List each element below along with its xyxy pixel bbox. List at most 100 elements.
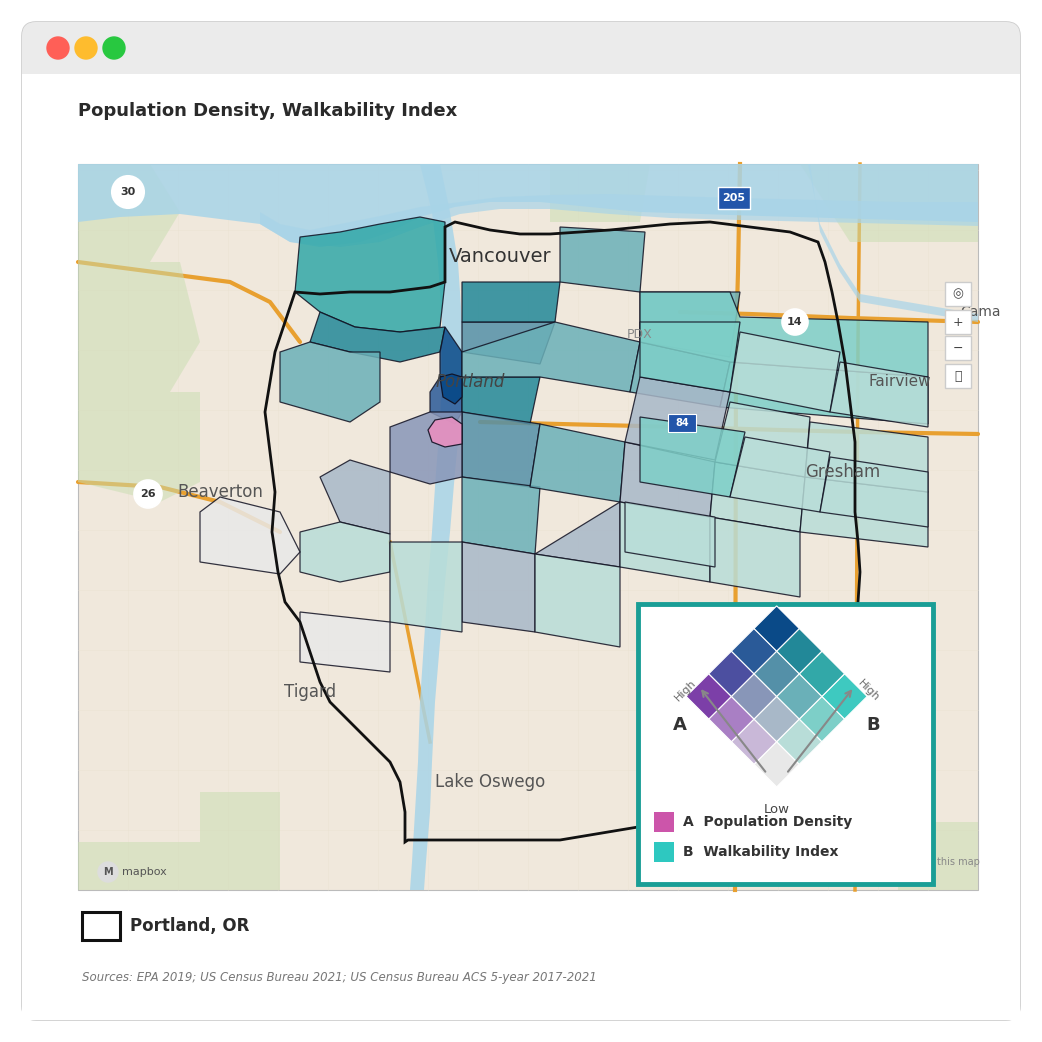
Text: B: B — [867, 716, 880, 735]
Polygon shape — [311, 312, 445, 362]
Polygon shape — [200, 792, 280, 890]
Polygon shape — [640, 417, 745, 497]
Polygon shape — [462, 542, 535, 632]
Polygon shape — [462, 412, 540, 487]
Polygon shape — [730, 332, 840, 412]
Polygon shape — [640, 292, 740, 357]
Text: Portland, OR: Portland, OR — [130, 917, 249, 935]
Bar — [654, 812, 674, 832]
Text: this map: this map — [937, 857, 979, 867]
Text: M: M — [103, 867, 113, 877]
Polygon shape — [820, 457, 928, 527]
Polygon shape — [550, 164, 650, 222]
Polygon shape — [620, 502, 710, 582]
Polygon shape — [200, 497, 300, 574]
Polygon shape — [390, 542, 462, 632]
Text: A  Population Density: A Population Density — [683, 815, 852, 829]
Polygon shape — [800, 164, 978, 322]
Polygon shape — [822, 674, 867, 719]
Polygon shape — [709, 696, 754, 742]
Text: 14: 14 — [787, 317, 802, 327]
Text: Gresham: Gresham — [804, 463, 880, 481]
Polygon shape — [78, 392, 200, 502]
Polygon shape — [462, 477, 540, 554]
Polygon shape — [280, 342, 380, 422]
Polygon shape — [620, 442, 715, 517]
Polygon shape — [730, 437, 830, 512]
Text: Cama: Cama — [960, 305, 1000, 319]
Polygon shape — [776, 628, 822, 674]
Polygon shape — [640, 322, 740, 392]
Polygon shape — [686, 674, 731, 719]
Polygon shape — [754, 651, 799, 696]
Circle shape — [75, 38, 97, 59]
Polygon shape — [78, 262, 200, 392]
Polygon shape — [709, 651, 754, 696]
Polygon shape — [625, 377, 730, 460]
Polygon shape — [776, 674, 822, 719]
Polygon shape — [530, 424, 625, 502]
Text: Vancouver: Vancouver — [449, 247, 551, 266]
Polygon shape — [754, 605, 799, 651]
Text: −: − — [952, 342, 963, 354]
Polygon shape — [710, 462, 805, 532]
Text: A: A — [673, 716, 687, 735]
FancyBboxPatch shape — [22, 22, 1020, 1020]
Polygon shape — [260, 194, 978, 247]
Text: Fairview: Fairview — [869, 374, 932, 390]
Polygon shape — [776, 719, 822, 764]
Polygon shape — [799, 651, 844, 696]
Polygon shape — [800, 164, 978, 242]
Polygon shape — [640, 292, 928, 377]
Bar — [945, 364, 971, 388]
FancyBboxPatch shape — [638, 604, 933, 884]
Polygon shape — [805, 422, 928, 492]
Polygon shape — [799, 696, 844, 742]
Polygon shape — [78, 164, 978, 247]
Bar — [668, 414, 696, 432]
Polygon shape — [440, 374, 462, 404]
Bar — [22, 54, 1020, 74]
Text: Low: Low — [764, 802, 790, 816]
Polygon shape — [731, 628, 776, 674]
Circle shape — [134, 480, 162, 508]
Polygon shape — [295, 217, 445, 332]
Polygon shape — [715, 402, 810, 477]
Text: Beaverton: Beaverton — [177, 483, 263, 501]
Text: B  Walkability Index: B Walkability Index — [683, 845, 839, 859]
Circle shape — [47, 38, 69, 59]
FancyBboxPatch shape — [22, 22, 1020, 74]
Bar — [82, 912, 120, 940]
Polygon shape — [78, 842, 200, 890]
Text: Portland: Portland — [436, 373, 504, 391]
Circle shape — [111, 176, 144, 208]
Bar — [945, 311, 971, 334]
Polygon shape — [898, 822, 978, 890]
Polygon shape — [462, 377, 540, 424]
Polygon shape — [731, 674, 776, 719]
Polygon shape — [300, 612, 390, 672]
Bar — [78, 164, 978, 890]
Text: Lake Oswego: Lake Oswego — [435, 773, 545, 791]
Polygon shape — [300, 522, 390, 582]
Polygon shape — [625, 502, 715, 567]
Bar — [718, 187, 750, 209]
Polygon shape — [710, 517, 800, 597]
Polygon shape — [560, 227, 645, 292]
Bar — [945, 336, 971, 359]
Text: 205: 205 — [722, 193, 745, 203]
Polygon shape — [754, 696, 799, 742]
Polygon shape — [535, 554, 620, 647]
Polygon shape — [462, 282, 560, 322]
Polygon shape — [462, 322, 640, 392]
Polygon shape — [390, 412, 462, 483]
Bar — [945, 282, 971, 306]
Circle shape — [782, 309, 808, 334]
Polygon shape — [78, 164, 180, 262]
Text: High: High — [672, 678, 698, 703]
Text: mapbox: mapbox — [122, 867, 167, 877]
Text: PDX: PDX — [627, 327, 653, 341]
Bar — [654, 842, 674, 862]
Text: 84: 84 — [675, 418, 689, 428]
Polygon shape — [830, 362, 928, 427]
